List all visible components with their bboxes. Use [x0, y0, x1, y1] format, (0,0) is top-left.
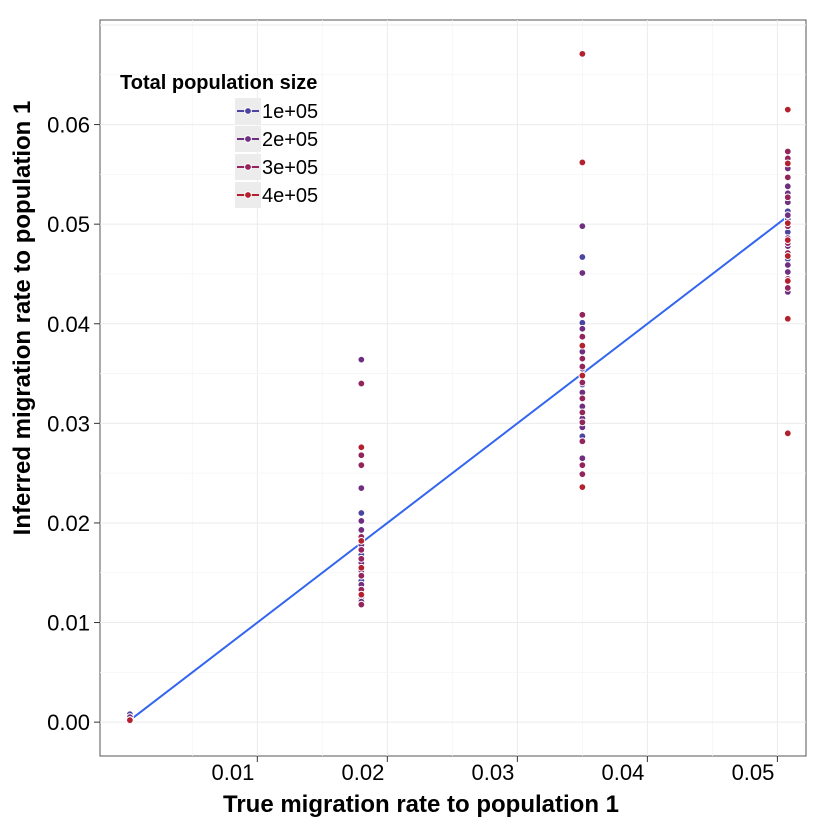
- legend-label: 2e+05: [262, 129, 318, 151]
- data-point: [357, 379, 366, 388]
- data-point: [783, 219, 792, 228]
- x-tick-label: 0.01: [211, 760, 254, 785]
- data-point: [578, 269, 587, 277]
- data-point: [578, 362, 587, 371]
- data-point: [578, 222, 587, 231]
- data-point: [357, 443, 366, 452]
- data-point: [783, 277, 792, 285]
- legend-key-point: [244, 191, 252, 199]
- data-point: [578, 408, 587, 417]
- legend-title: Total population size: [120, 72, 317, 94]
- data-point: [783, 105, 792, 114]
- data-point: [357, 509, 366, 517]
- y-tick-label: 0.05: [47, 212, 90, 237]
- y-tick-label: 0.02: [47, 511, 90, 536]
- data-point: [126, 716, 134, 725]
- data-point: [578, 158, 587, 167]
- x-tick-label: 0.03: [472, 760, 515, 785]
- data-point: [578, 461, 587, 470]
- data-point: [357, 590, 366, 599]
- data-point: [357, 355, 366, 364]
- data-point: [578, 470, 587, 479]
- data-point: [578, 394, 587, 403]
- fit-line-group: [129, 215, 789, 721]
- data-point: [578, 418, 587, 427]
- legend-key-point: [244, 163, 252, 171]
- data-point: [357, 526, 366, 534]
- plot-panel: [99, 19, 807, 757]
- y-tick-label: 0.01: [47, 611, 90, 636]
- data-point: [783, 429, 792, 438]
- data-point: [357, 451, 366, 460]
- data-point: [578, 437, 587, 446]
- data-point: [783, 147, 792, 156]
- data-point: [783, 173, 792, 182]
- grid-lines: [100, 20, 806, 756]
- data-point: [357, 554, 366, 563]
- y-tick-label: 0.04: [47, 312, 90, 337]
- x-tick-label: 0.05: [732, 760, 775, 785]
- data-point: [783, 236, 792, 245]
- data-point: [578, 483, 587, 491]
- y-tick-label: 0.00: [47, 710, 90, 735]
- legend: Total population size 1e+05 2e+05 3e+05 4e+…: [120, 72, 318, 208]
- x-tick-label: 0.04: [602, 760, 645, 785]
- legend-key-point: [244, 107, 252, 115]
- y-axis-title: Inferred migration rate to population 1: [9, 101, 36, 536]
- data-points: [126, 49, 792, 726]
- data-point: [357, 461, 366, 470]
- data-point: [783, 159, 792, 168]
- data-point: [783, 268, 792, 276]
- x-axis: 0.01 0.02 0.03 0.04 0.05: [211, 756, 778, 785]
- data-point: [783, 193, 792, 202]
- legend-key-point: [244, 135, 252, 143]
- data-point: [578, 332, 587, 341]
- data-point: [578, 371, 587, 380]
- data-point: [357, 563, 366, 572]
- data-point: [357, 517, 366, 525]
- fit-line: [129, 215, 789, 721]
- legend-label: 4e+05: [262, 185, 318, 207]
- legend-label: 1e+05: [262, 101, 318, 123]
- data-point: [783, 284, 792, 292]
- legend-label: 3e+05: [262, 157, 318, 179]
- data-point: [357, 484, 366, 492]
- data-point: [783, 252, 792, 260]
- data-point: [578, 310, 587, 319]
- y-axis: 0.00 0.01 0.02 0.03 0.04 0.05 0.06: [47, 113, 100, 735]
- data-point: [578, 324, 587, 333]
- data-point: [578, 454, 587, 463]
- data-point: [578, 341, 587, 350]
- data-point: [783, 211, 792, 220]
- data-point: [578, 354, 587, 363]
- data-point: [357, 536, 366, 545]
- y-tick-label: 0.03: [47, 411, 90, 436]
- data-point: [578, 378, 587, 387]
- x-tick-label: 0.02: [342, 760, 385, 785]
- data-point: [578, 253, 587, 261]
- data-point: [783, 314, 792, 323]
- data-point: [578, 49, 587, 58]
- data-point: [783, 182, 792, 191]
- data-point: [357, 545, 366, 554]
- data-point: [357, 571, 366, 580]
- data-point: [783, 261, 792, 269]
- y-tick-label: 0.06: [47, 113, 90, 138]
- x-axis-title: True migration rate to population 1: [223, 791, 619, 818]
- data-point: [357, 600, 366, 609]
